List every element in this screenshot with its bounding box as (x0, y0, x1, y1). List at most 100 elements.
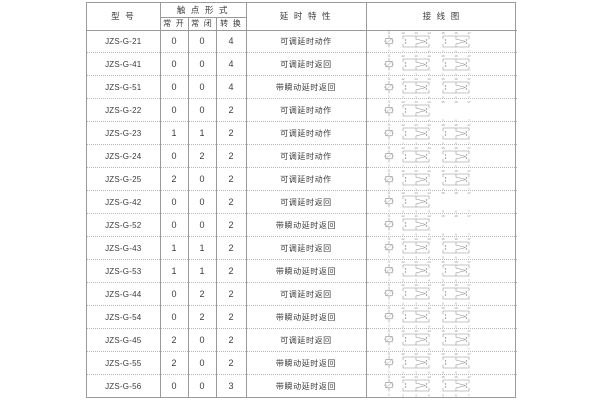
header-row-top: 型 号 触 点 形 式 延 时 特 性 接 线 图 (87, 3, 517, 31)
cell-wiring-diagram: 11 1 12 13 14 2 3 4 15 16 5 6 17 7 (366, 282, 518, 306)
svg-text:13: 13 (414, 77, 418, 81)
svg-text:6: 6 (455, 118, 457, 121)
cell-contact-no: 1 (159, 121, 188, 145)
svg-text:4: 4 (428, 348, 430, 351)
cell-delay: 可调延时返回 (246, 52, 367, 76)
svg-text:2: 2 (402, 394, 404, 397)
svg-text:4: 4 (428, 371, 430, 374)
svg-text:17: 17 (467, 169, 471, 173)
svg-text:3: 3 (415, 95, 417, 98)
svg-text:6: 6 (455, 302, 457, 305)
svg-text:4: 4 (428, 164, 430, 167)
svg-text:6: 6 (455, 371, 457, 374)
wiring-diagram: 11 1 12 13 14 2 3 4 15 16 17 5 6 7 (367, 214, 518, 236)
svg-text:16: 16 (454, 123, 458, 127)
cell-contact-no: 0 (159, 30, 188, 53)
svg-text:15: 15 (441, 77, 445, 81)
cell-model: JZS-G-51 (87, 75, 160, 99)
svg-text:3: 3 (415, 187, 417, 190)
svg-text:14: 14 (427, 283, 431, 287)
cell-contact-no: 2 (159, 328, 188, 352)
svg-text:15: 15 (441, 146, 445, 150)
cell-delay: 可调延时动作 (246, 121, 367, 145)
cell-delay: 可调延时返回 (246, 328, 367, 352)
cell-contact-nc: 0 (187, 30, 216, 53)
svg-text:3: 3 (415, 49, 417, 52)
svg-text:14: 14 (427, 123, 431, 127)
wiring-diagram: 11 1 12 13 14 2 3 4 15 16 5 6 17 7 (367, 306, 518, 328)
svg-text:7: 7 (468, 394, 470, 397)
svg-text:16: 16 (454, 191, 458, 195)
svg-text:11: 11 (387, 146, 390, 150)
svg-text:4: 4 (428, 325, 430, 328)
svg-text:3: 3 (415, 141, 417, 144)
svg-text:12: 12 (401, 169, 405, 173)
svg-text:2: 2 (402, 302, 404, 305)
svg-text:7: 7 (468, 256, 470, 259)
svg-text:1: 1 (388, 117, 390, 121)
svg-text:16: 16 (454, 283, 458, 287)
svg-text:15: 15 (441, 283, 445, 287)
svg-text:2: 2 (402, 210, 404, 213)
svg-text:15: 15 (441, 329, 445, 333)
svg-text:15: 15 (441, 191, 445, 195)
svg-text:4: 4 (428, 95, 430, 98)
cell-model: JZS-G-22 (87, 98, 160, 122)
svg-text:14: 14 (427, 375, 431, 379)
cell-wiring-diagram: 11 1 12 13 14 2 3 4 15 16 17 5 6 7 (366, 213, 518, 237)
cell-delay: 可调延时动作 (246, 30, 367, 53)
cell-wiring-diagram: 11 1 12 13 14 2 3 4 15 16 5 6 17 7 (366, 236, 517, 260)
svg-text:4: 4 (428, 187, 430, 190)
svg-text:7: 7 (468, 348, 470, 351)
svg-text:15: 15 (441, 54, 445, 58)
table-row: JZS-G-23 1 1 2 可调延时动作 11 1 12 13 14 2 3 4 15 16 5 6 17 7 (87, 121, 517, 145)
svg-text:5: 5 (442, 95, 444, 98)
svg-text:13: 13 (414, 306, 418, 310)
svg-text:12: 12 (401, 146, 405, 150)
cell-wiring-diagram: 11 1 12 13 14 2 3 4 15 16 17 5 6 7 (366, 98, 517, 122)
svg-text:6: 6 (455, 256, 457, 259)
cell-delay: 带瞬动延时返回 (246, 259, 367, 283)
cell-model: JZS-G-23 (87, 121, 160, 145)
cell-model: JZS-G-24 (87, 144, 160, 168)
wiring-diagram: 11 1 12 13 14 2 3 4 15 16 5 6 17 7 (367, 169, 518, 190)
cell-wiring-diagram: 11 1 12 13 14 2 3 4 15 16 5 6 17 7 (366, 167, 518, 191)
cell-contact-co: 2 (215, 282, 247, 306)
svg-text:17: 17 (467, 283, 471, 287)
svg-text:13: 13 (414, 283, 418, 287)
svg-text:12: 12 (401, 352, 405, 356)
cell-contact-nc: 0 (187, 75, 216, 99)
svg-text:15: 15 (441, 169, 445, 173)
svg-text:11: 11 (387, 77, 390, 81)
svg-text:1: 1 (388, 232, 390, 236)
svg-text:14: 14 (427, 77, 431, 81)
svg-text:5: 5 (442, 325, 444, 328)
cell-contact-nc: 2 (187, 144, 216, 168)
svg-text:6: 6 (455, 164, 457, 167)
svg-text:16: 16 (454, 214, 458, 218)
cell-contact-co: 4 (215, 75, 247, 99)
relay-spec-table: 型 号 触 点 形 式 延 时 特 性 接 线 图 常 开 常 闭 转 换 JZ… (87, 3, 517, 397)
cell-delay: 可调延时动作 (246, 144, 367, 168)
svg-text:13: 13 (414, 31, 418, 35)
cell-contact-nc: 0 (187, 52, 216, 76)
svg-text:6: 6 (455, 141, 457, 144)
cell-delay: 带瞬动延时返回 (246, 75, 367, 99)
wiring-diagram: 11 1 12 13 14 2 3 4 15 16 5 6 17 7 (367, 283, 518, 305)
svg-text:11: 11 (387, 352, 390, 356)
svg-text:7: 7 (468, 371, 470, 374)
table-row: JZS-G-45 2 0 2 可调延时返回 11 1 12 13 14 2 3 4 15 16 5 6 17 7 (87, 328, 517, 352)
svg-text:14: 14 (427, 214, 431, 218)
wiring-diagram: 11 1 12 13 14 2 3 4 15 16 17 5 6 7 (367, 77, 518, 98)
cell-contact-co: 2 (215, 259, 247, 283)
svg-text:3: 3 (415, 394, 417, 397)
table-row: JZS-G-54 0 2 2 带瞬动延时返回 11 1 12 13 14 2 3 4 15 16 5 6 17 7 (87, 305, 518, 329)
svg-text:15: 15 (441, 237, 445, 241)
svg-text:1: 1 (388, 209, 390, 213)
svg-text:5: 5 (442, 49, 444, 52)
svg-text:12: 12 (401, 191, 405, 195)
cell-model: JZS-G-55 (87, 351, 160, 375)
svg-text:17: 17 (467, 31, 471, 35)
svg-text:17: 17 (467, 237, 471, 241)
svg-text:16: 16 (454, 237, 458, 241)
